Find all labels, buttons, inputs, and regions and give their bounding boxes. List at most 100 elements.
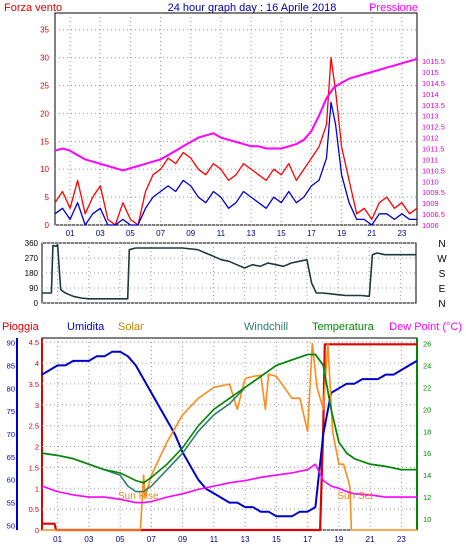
panel3-x-tick-label: 15 (272, 535, 281, 544)
panel3-temperature-tick-label: 24 (423, 361, 431, 370)
panel1-right-tick-label: 1006 (422, 221, 439, 230)
annotation-sun-rise: Sun Rise (118, 491, 159, 502)
panel1-series-line (54, 56, 418, 226)
panel1-series-line (54, 57, 418, 172)
panel1-right-tick-label: 1009 (422, 199, 439, 208)
panel1-series (54, 56, 418, 226)
panel3-humidity-tick-label: 85 (7, 361, 15, 370)
panel3-rain-tick-label: 0.5 (29, 505, 39, 514)
panel3-x-tick-label: 01 (53, 535, 62, 544)
annotation-sun-set: Sun Set (337, 491, 373, 502)
panel1-x-tick-label: 07 (156, 229, 165, 238)
panel3-humidity-tick-label: 50 (7, 521, 15, 530)
panel1-right-tick-label: 1011 (422, 155, 438, 164)
panel1-x-tick-label: 21 (367, 229, 376, 238)
legend-umidita: Umidita (67, 321, 105, 333)
panel1-left-ticks: 0 5 10 15 20 25 30 35 (40, 26, 49, 230)
panel1-x-tick-label: 13 (247, 229, 256, 238)
panel1-right-ticks: 1006 1006.5 1009 1009.5 1010 1010.5 10111011.5… (422, 57, 445, 230)
panel1-x-tick-label: 05 (126, 229, 135, 238)
legend-pioggia: Pioggia (2, 321, 40, 333)
panel1-left-tick-label: 30 (40, 54, 49, 63)
right-axis-label: Pressione (369, 2, 418, 14)
panel2-compass-label: E (439, 284, 446, 295)
panel3-temperature-tick-label: 20 (423, 405, 431, 414)
panel1-x-tick-label: 17 (307, 229, 316, 238)
panel1-left-tick-label: 5 (45, 193, 50, 202)
panel2-compass-label: W (437, 254, 447, 265)
panel1-left-tick-label: 35 (40, 26, 49, 35)
panel2-compass-label: S (439, 269, 446, 280)
panel1-right-tick-label: 1013.5 (422, 101, 445, 110)
panel1-x-tick-label: 09 (186, 229, 195, 238)
panel3-rain-tick-label: 1.5 (29, 463, 39, 472)
panel3-temperature-tick-label: 18 (423, 427, 431, 436)
panel1-left-tick-label: 20 (40, 109, 49, 118)
panel3-rain-tick-label: 4.5 (29, 338, 39, 347)
panel2-left-tick-label: 270 (25, 254, 39, 263)
panel1-right-tick-label: 1010 (422, 177, 439, 186)
panel3-temperature-tick-label: 12 (423, 493, 431, 502)
panel3-x-tick-label: 09 (178, 535, 187, 544)
panel1-left-tick-label: 25 (40, 82, 49, 91)
panel3-temperature-tick-label: 10 (423, 515, 431, 524)
chart-title: 24 hour graph day : 16 Aprile 2018 (168, 2, 337, 14)
panel1-x-tick-label: 11 (217, 229, 226, 238)
panel3-x-tick-label: 19 (334, 535, 343, 544)
panel2-wind-direction-line (42, 243, 416, 300)
panel3-x-tick-label: 23 (397, 535, 406, 544)
panel1-x-ticks: 01 03 05 07 09 11 13 15 17 19 21 23 (66, 229, 407, 238)
panel3-humidity-tick-label: 75 (7, 407, 15, 416)
left-axis-label: Forza vento (4, 2, 62, 14)
panel3-temperature-ticks: 10 12 14 16 18 20 22 24 26 (423, 339, 431, 524)
panel1-right-tick-label: 1006.5 (422, 210, 445, 219)
panel2-left-tick-label: 360 (25, 239, 39, 248)
panel3-rain-tick-label: 2 (35, 443, 39, 452)
panel2-left-tick-label: 90 (29, 284, 38, 293)
panel1-right-tick-label: 1015.5 (422, 57, 445, 66)
panel3-series-line (41, 463, 417, 504)
panel2-compass-label: N (438, 239, 445, 250)
legend-solar: Solar (118, 321, 144, 333)
panel3-rain-tick-label: 2.5 (29, 422, 39, 431)
panel1-x-tick-label: 23 (397, 229, 406, 238)
panel3-x-tick-label: 21 (366, 535, 375, 544)
panel2-left-tick-label: 0 (34, 299, 39, 308)
panel3-humidity-tick-label: 55 (7, 499, 15, 508)
panel3-x-tick-label: 07 (147, 535, 156, 544)
panel3-x-tick-label: 13 (241, 535, 250, 544)
panel3-x-tick-label: 11 (210, 535, 219, 544)
panel1-right-tick-label: 1011.5 (422, 145, 444, 154)
panel3-humidity-ticks: 50 55 60 65 70 75 80 85 90 (7, 339, 15, 531)
panel1-series-line (54, 101, 417, 226)
panel2-series (42, 243, 416, 300)
panel3-rain-tick-label: 4 (35, 359, 39, 368)
panel1-x-tick-label: 15 (277, 229, 286, 238)
panel3-temperature-tick-label: 26 (423, 339, 431, 348)
panel1-left-tick-label: 15 (40, 137, 49, 146)
panel2-left-ticks: 0 90 180 270 360 (25, 239, 39, 308)
panel3-humidity-tick-label: 65 (7, 453, 15, 462)
panel3-series-line (41, 353, 417, 484)
panel1-right-tick-label: 1013 (422, 112, 439, 121)
panel3-x-tick-label: 03 (84, 535, 93, 544)
panel3-series (41, 342, 418, 532)
panel3-temperature-tick-label: 14 (423, 471, 431, 480)
panel3-series-line (41, 350, 418, 518)
panel3-humidity-tick-label: 80 (7, 384, 15, 393)
panel3-x-tick-label: 17 (303, 535, 312, 544)
panel1-left-tick-label: 10 (40, 165, 49, 174)
wind-pressure-panel: Forza vento 24 hour graph day : 16 April… (4, 2, 445, 238)
panel1-x-tick-label: 19 (337, 229, 346, 238)
panel1-right-tick-label: 1015 (422, 68, 439, 77)
panel1-x-tick-label: 03 (96, 229, 105, 238)
panel1-right-tick-label: 1010.5 (422, 166, 445, 175)
panel3-humidity-tick-label: 90 (7, 339, 15, 348)
panel3-temperature-tick-label: 22 (423, 383, 431, 392)
panel1-right-tick-label: 1014.5 (422, 79, 445, 88)
temperature-panel: Pioggia Umidita Solar Windchill Temperat… (2, 321, 462, 544)
panel3-humidity-tick-label: 60 (7, 476, 15, 485)
